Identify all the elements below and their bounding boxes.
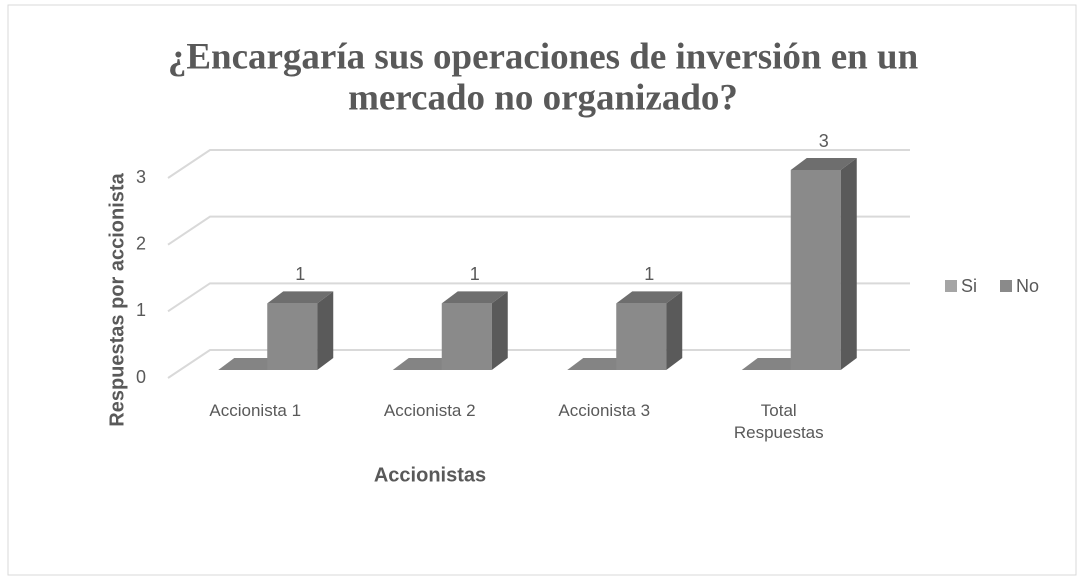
chart-border (7, 4, 1077, 576)
x-tick-label: Accionista 3 (558, 401, 651, 420)
data-label: 1 (470, 264, 480, 284)
bar-face (441, 291, 508, 304)
bar (790, 158, 857, 370)
bar-face (267, 291, 334, 304)
bar-face (616, 303, 667, 370)
x-tick-label: Accionista 1 (209, 401, 302, 420)
bar (616, 291, 683, 370)
y-tick-label: 1 (136, 300, 146, 320)
data-label: 1 (295, 264, 305, 284)
legend-label: Si (961, 276, 977, 296)
y-tick-label: 2 (136, 233, 146, 253)
bar-face (666, 291, 683, 370)
y-axis-label: Respuestas por accionista (106, 172, 128, 426)
legend-swatch (1000, 280, 1012, 292)
grid-line (167, 282, 910, 313)
bar-face (267, 303, 318, 370)
bar (267, 291, 334, 370)
bar-face (491, 291, 508, 370)
chart-title: ¿Encargaría sus operaciones de inversión… (168, 36, 919, 77)
legend-swatch (945, 280, 957, 292)
x-axis-label: Accionistas (374, 464, 486, 486)
x-tick-label: Total Respuestas (733, 401, 824, 442)
grid-line (167, 149, 910, 179)
data-label: 1 (644, 264, 654, 284)
legend-label: No (1016, 276, 1039, 296)
bar-face (616, 291, 683, 304)
data-label: 3 (819, 131, 829, 151)
grid-line (167, 215, 910, 246)
bar-face (790, 170, 841, 370)
chart-title: mercado no organizado? (348, 77, 738, 118)
y-tick-label: 0 (136, 367, 146, 387)
x-tick-label: Accionista 2 (383, 401, 476, 420)
bar (441, 291, 508, 370)
bar-face (840, 158, 857, 370)
y-tick-label: 3 (136, 167, 146, 187)
bar-face (317, 291, 334, 370)
bar-face (441, 303, 492, 370)
bar-face (790, 158, 857, 170)
